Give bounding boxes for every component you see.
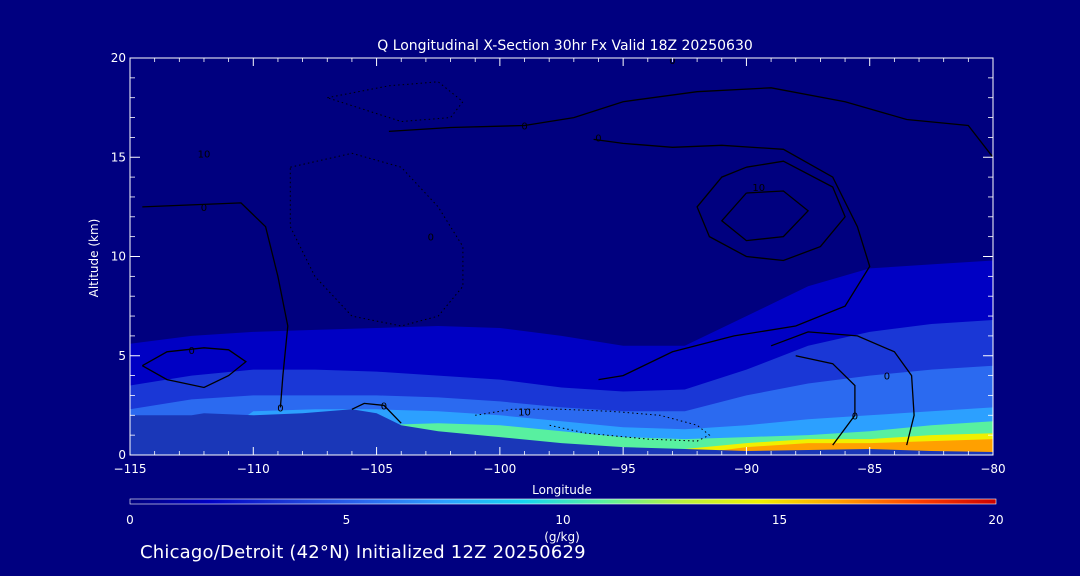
contour-label: 0: [884, 372, 890, 383]
x-tick-label: −95: [610, 462, 635, 476]
terrain: [130, 409, 993, 455]
y-tick-label: 0: [118, 448, 126, 462]
contour-lines: 0 0 0 0 0 0 0 10 10 0 0 10 0: [141, 56, 993, 446]
x-tick-label: −110: [237, 462, 270, 476]
colorbar-tick-label: 15: [772, 513, 787, 527]
contour-label: 0: [852, 411, 858, 422]
colorbar-tick-label: 0: [126, 513, 134, 527]
contour-label: 0: [669, 56, 675, 67]
colorbar-tick-label: 5: [343, 513, 351, 527]
x-tick-label: −90: [734, 462, 759, 476]
contour-label: 10: [752, 183, 765, 194]
y-tick-label: 5: [118, 349, 126, 363]
contour-1: [141, 347, 247, 389]
x-tick-label: −80: [980, 462, 1005, 476]
x-tick-label: −115: [114, 462, 147, 476]
x-tick-label: −105: [360, 462, 393, 476]
humidity-field: [130, 260, 993, 455]
colorbar-ticks: 0 5 10 15 20: [126, 513, 1003, 527]
contour-7: [696, 160, 846, 262]
contour-2: [351, 402, 402, 424]
contour-6: [795, 355, 856, 446]
contour-4: [388, 87, 993, 158]
contour-8: [720, 190, 810, 242]
contour-label: 0: [521, 121, 527, 132]
contour-label: 0: [188, 346, 194, 357]
x-axis-label: Longitude: [532, 483, 592, 497]
colorbar-unit: (g/kg): [544, 530, 580, 544]
contour-label: 10: [518, 407, 531, 418]
contour-label: 0: [277, 403, 283, 414]
y-tick-label: 20: [111, 51, 126, 65]
y-tick-label: 10: [111, 250, 126, 264]
contour-label: 0: [428, 233, 434, 244]
y-tick-label: 15: [111, 150, 126, 164]
colorbar-tick-label: 20: [988, 513, 1003, 527]
contour-10: [289, 152, 464, 327]
x-tick-label: −85: [857, 462, 882, 476]
contour-3: [593, 138, 871, 381]
contour-label: 10: [198, 149, 211, 160]
contour-label: 0: [381, 401, 387, 412]
contour-5: [770, 331, 915, 446]
caption: Chicago/Detroit (42°N) Initialized 12Z 2…: [140, 542, 586, 563]
terrain-area: [130, 409, 993, 455]
x-tick-label: −100: [483, 462, 516, 476]
y-axis-label: Altitude (km): [87, 219, 101, 298]
contour-label: 0: [595, 133, 601, 144]
contour-0: [142, 202, 289, 408]
colorbar-tick-label: 10: [555, 513, 570, 527]
contour-label: 0: [201, 203, 207, 214]
chart-title: Q Longitudinal X-Section 30hr Fx Valid 1…: [377, 38, 753, 54]
axes: −115 −110 −105 −100 −95 −90 −85 −80 0 5 10 15 20: [111, 51, 1006, 476]
colorbar: [129, 498, 997, 505]
